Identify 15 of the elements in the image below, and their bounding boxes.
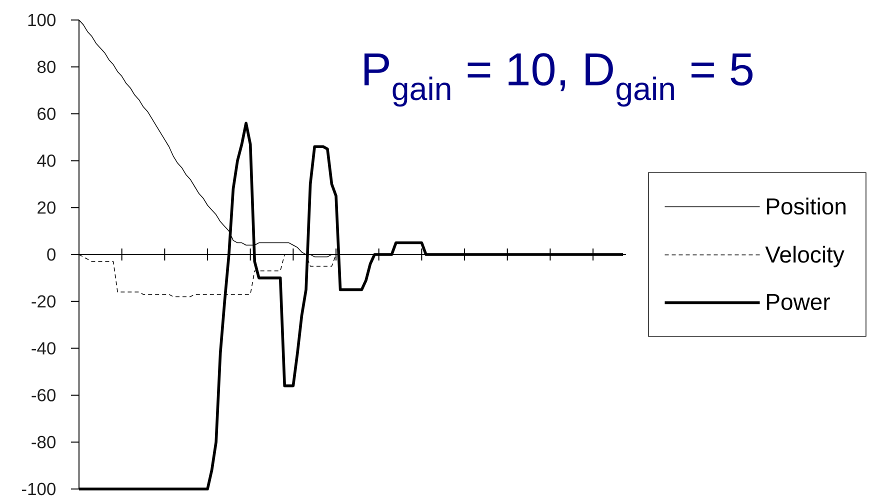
y-tick-label: 100 (28, 14, 56, 26)
legend-label: Velocity (765, 246, 844, 268)
legend-label: Power (767, 294, 830, 310)
y-tick-label: -40 (32, 342, 56, 354)
y-tick-label: 40 (37, 154, 56, 167)
text: P$_{gain}$ = 10, D$_{gain}$ = 5 (364, 53, 753, 107)
y-tick-label: 80 (37, 60, 56, 74)
y-tick-label: 0 (47, 248, 56, 261)
y-tick-label: -60 (32, 389, 56, 402)
y-tick-label: 60 (38, 108, 56, 120)
y-tick-label: -20 (32, 295, 56, 308)
legend-label: Position (767, 198, 846, 215)
y-tick-label: -100 (22, 482, 56, 496)
y-tick-label: 20 (38, 201, 56, 214)
y-tick-label: -80 (32, 436, 56, 448)
